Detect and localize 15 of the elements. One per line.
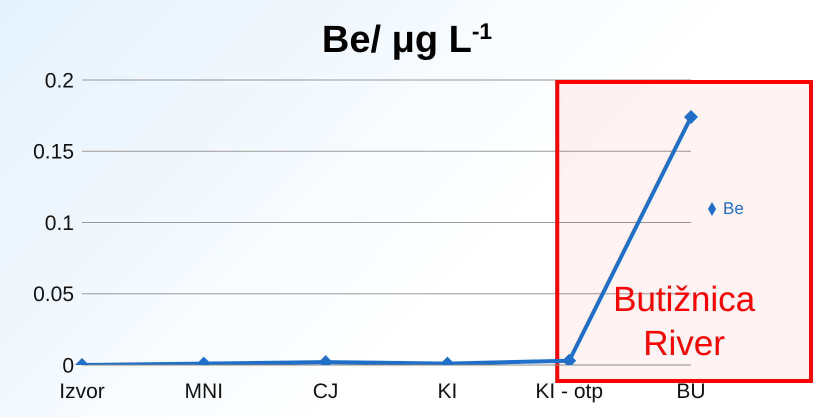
x-tick-label: CJ [312,380,338,403]
x-tick-label: MNI [184,380,224,403]
band-label: Butižnica River [613,280,756,363]
chart-title: Be/ μg L$^{-1}$ [322,18,492,61]
y-tick-label: 0.05 [33,283,74,306]
x-tick-label: KI [437,380,458,403]
y-tick-label: 0.2 [44,69,74,92]
x-tick-label: KI - otp [535,380,604,403]
x-tick-label: Izvor [59,380,105,403]
y-tick-label: 0.1 [44,212,74,235]
y-tick-label: 0 [62,354,74,378]
point [684,110,698,124]
y-tick-label: 0.15 [33,140,74,164]
legend-label: Be [723,198,744,218]
x-tick-label: BU [676,380,706,403]
